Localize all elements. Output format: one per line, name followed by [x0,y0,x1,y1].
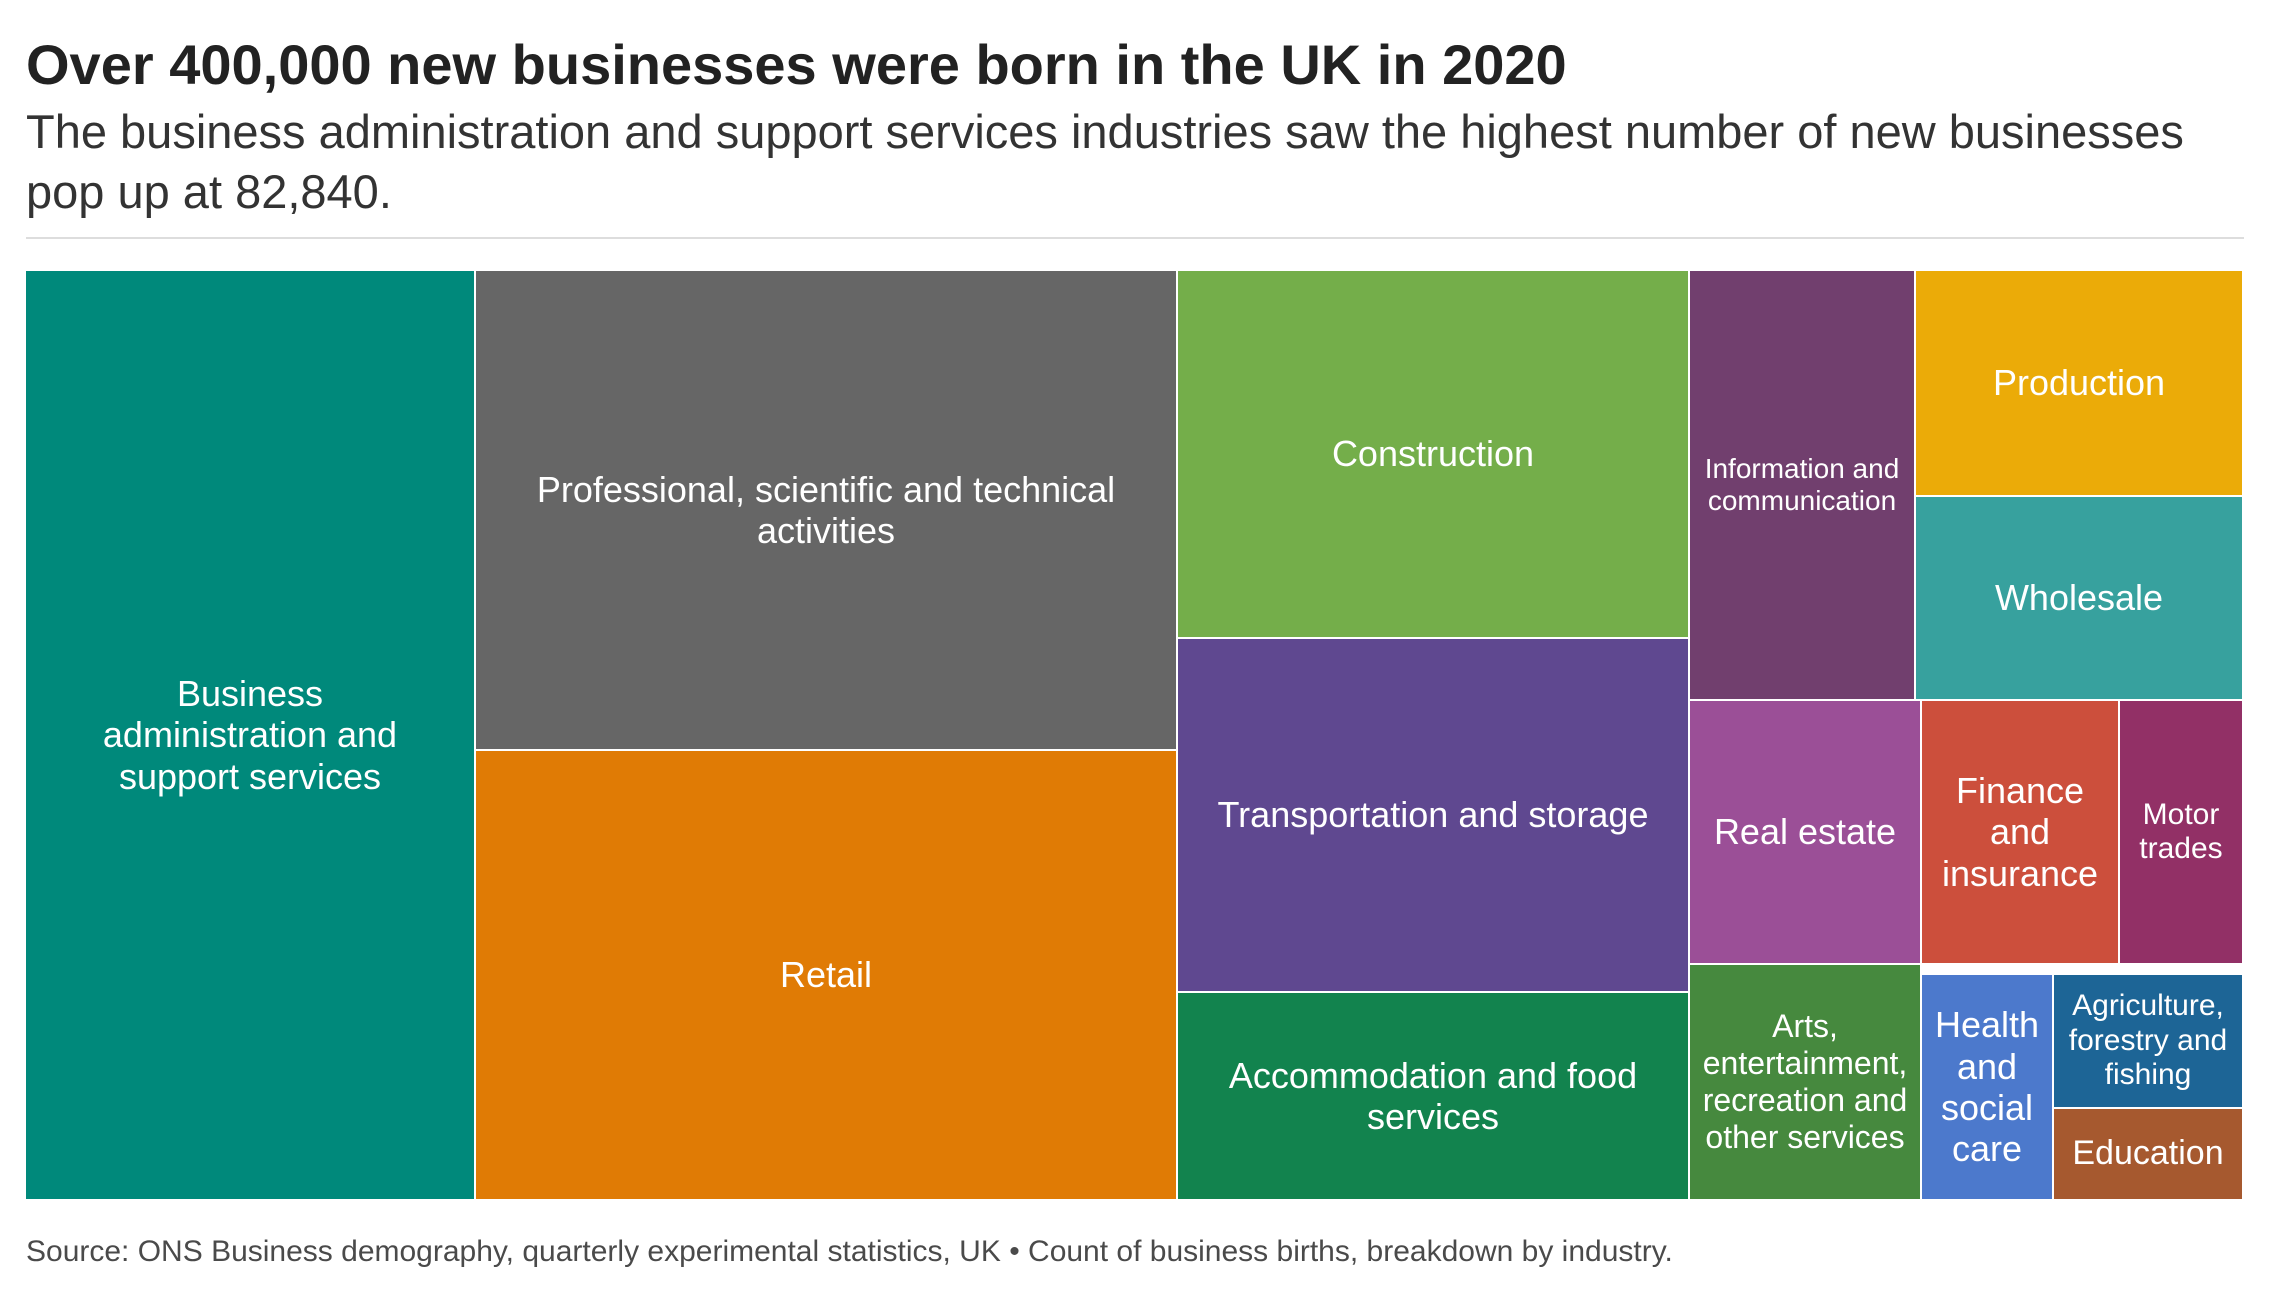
tile-label: Agriculture, forestry and fishing [2068,989,2228,1092]
tile-label: Arts, entertainment, recreation and othe… [1702,1008,1908,1155]
tile-label: Accommodation and food services [1228,1054,1638,1137]
tile-transportation-and-storage: Transportation and storage [1178,639,1688,991]
tile-label: Production [1992,362,2166,404]
tile-label: Professional, scientific and technical a… [536,468,1116,551]
tile-production: Production [1916,271,2242,495]
tile-real-estate: Real estate [1690,701,1920,963]
tile-label: Construction [1331,433,1535,475]
chart-subtitle: The business administration and support … [26,105,2184,218]
tile-wholesale: Wholesale [1916,497,2242,699]
tile-business-administration-and-support-services: Business administration and support serv… [26,271,474,1199]
tile-label: Education [2072,1134,2224,1173]
tile-health-and-social-care: Health and social care [1922,975,2052,1199]
tile-professional-scientific-and-technical-activities: Professional, scientific and technical a… [476,271,1176,749]
tile-agriculture-forestry-and-fishing: Agriculture, forestry and fishing [2054,975,2242,1107]
tile-label: Finance and insurance [1941,769,2099,894]
tile-education: Education [2054,1109,2242,1199]
tile-label: Health and social care [1934,1004,2040,1170]
tile-motor-trades: Motor trades [2120,701,2242,963]
tile-label: Information and communication [1704,452,1900,516]
tile-label: Retail [779,954,873,996]
tile-label: Real estate [1713,811,1897,853]
tile-accommodation-and-food-services: Accommodation and food services [1178,993,1688,1199]
tile-arts-entertainment-recreation-and-other-services: Arts, entertainment, recreation and othe… [1690,965,1920,1199]
chart-title: Over 400,000 new businesses were born in… [26,33,1567,96]
treemap-chart: Business administration and support serv… [26,271,2242,1199]
tile-retail: Retail [476,751,1176,1199]
tile-information-and-communication: Information and communication [1690,271,1914,699]
tile-label: Wholesale [1994,577,2164,619]
tile-label: Transportation and storage [1217,794,1649,836]
tile-finance-and-insurance: Finance and insurance [1922,701,2118,963]
tile-label: Business administration and support serv… [102,672,398,797]
tile-construction: Construction [1178,271,1688,637]
source-note: Source: ONS Business demography, quarter… [26,1235,1673,1268]
tile-label: Motor trades [2139,797,2223,866]
header-divider [26,237,2244,239]
